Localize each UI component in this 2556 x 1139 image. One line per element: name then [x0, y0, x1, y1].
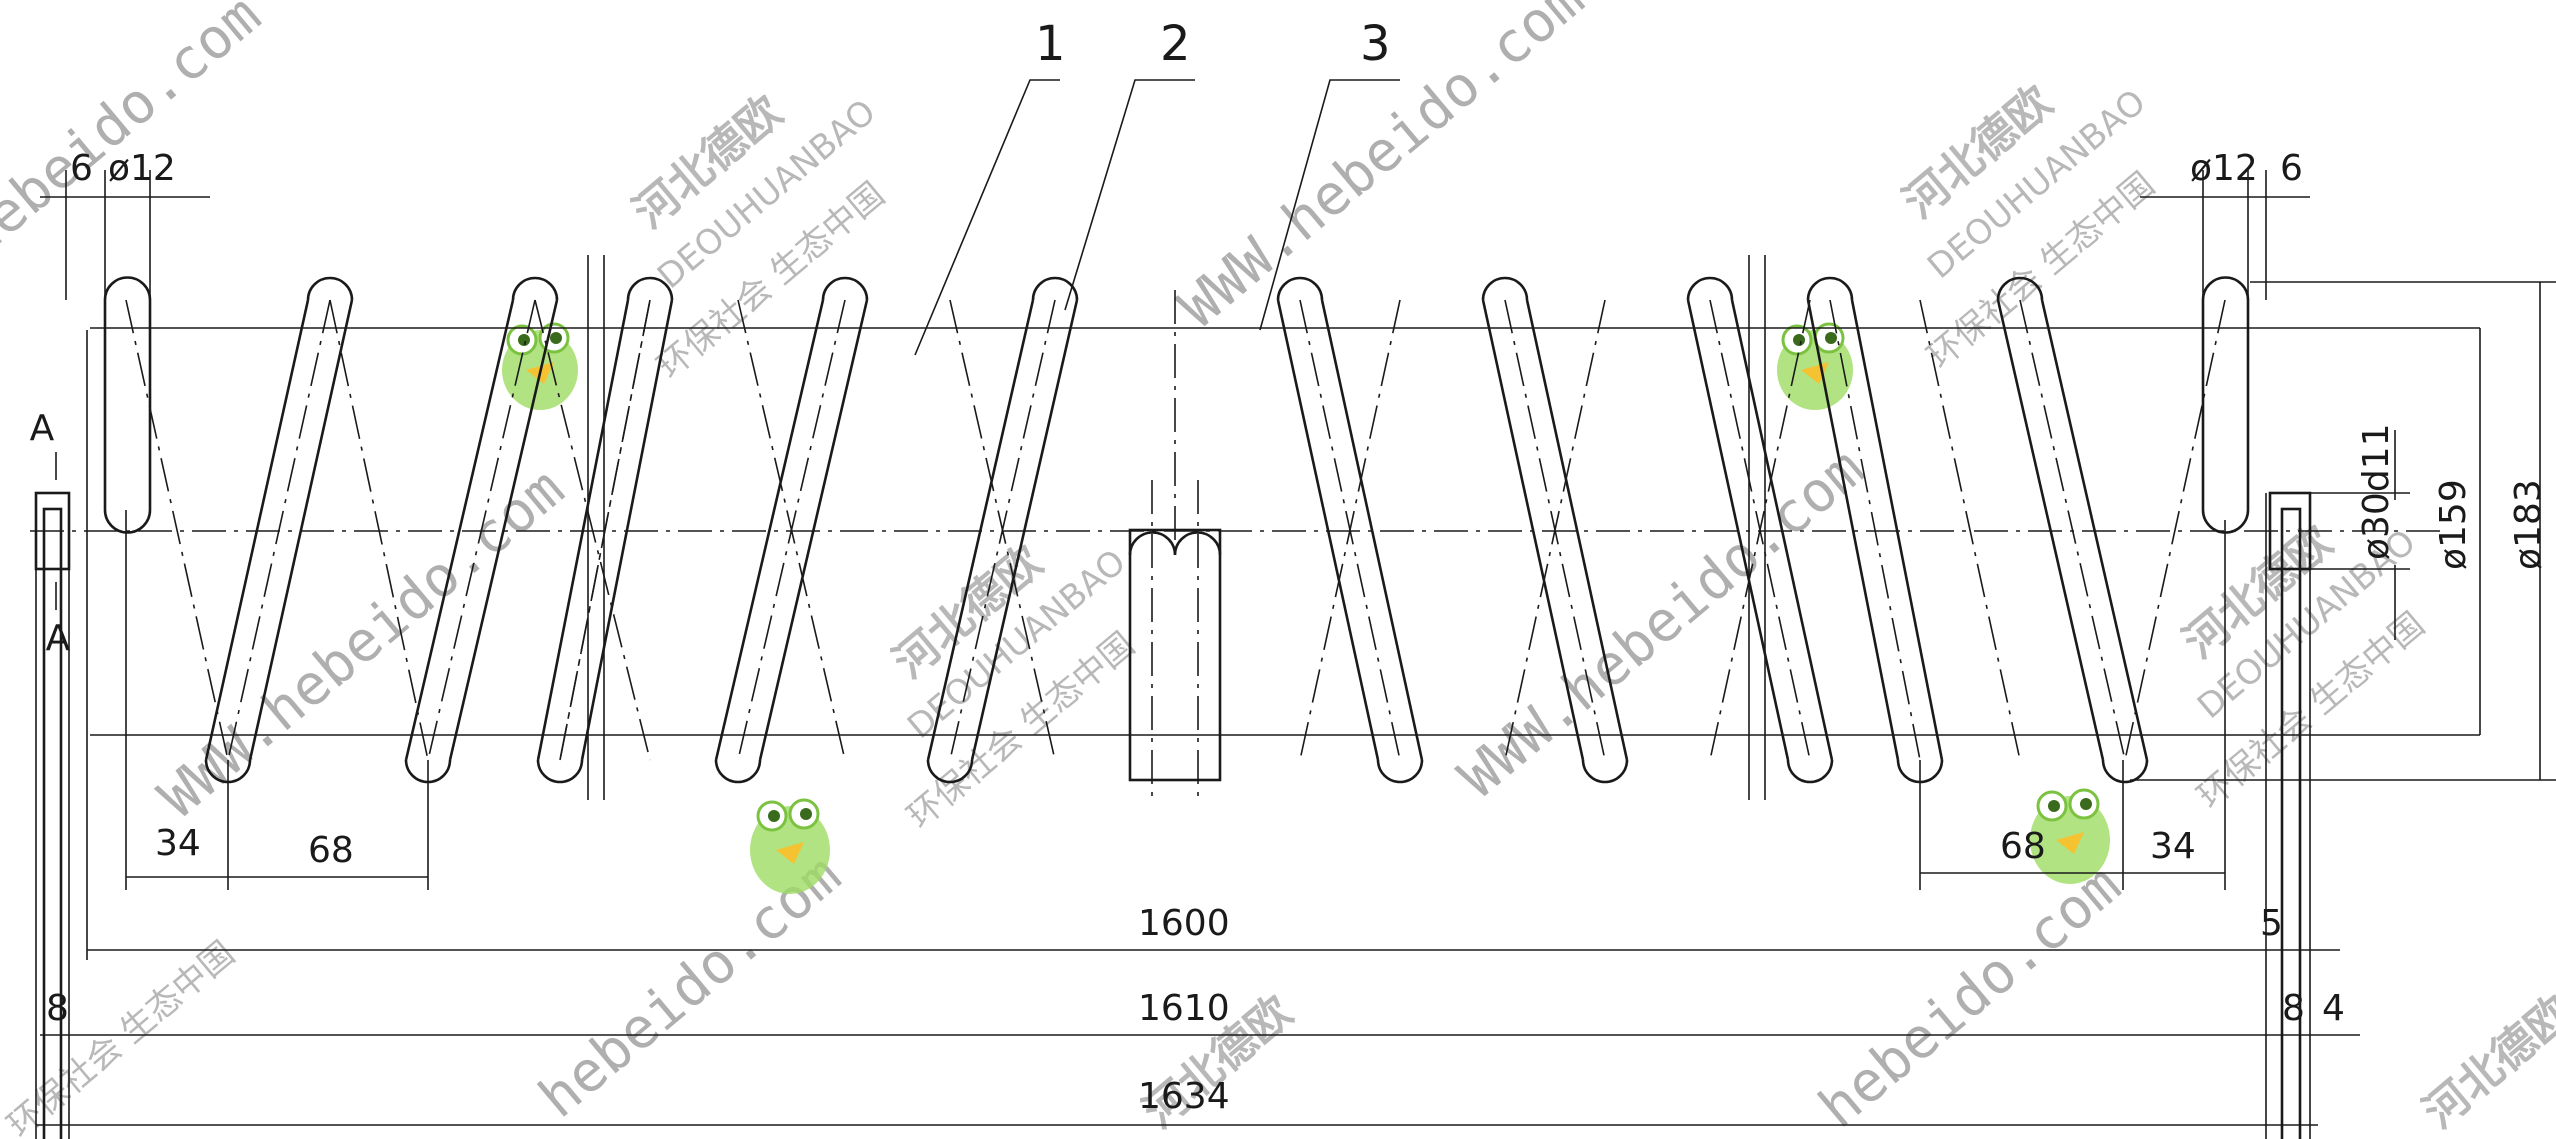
coil-stroke — [227, 299, 331, 761]
coil-stroke — [125, 299, 229, 761]
right-end-coil — [2201, 276, 2250, 534]
coil-stroke — [926, 299, 1035, 761]
coil-stroke — [1996, 299, 2105, 761]
coil-end-arc — [511, 276, 559, 301]
coil-stroke — [2019, 299, 2126, 761]
coil-end-arc — [714, 759, 762, 784]
spring-coils — [125, 276, 2226, 784]
coil-stroke — [248, 299, 354, 761]
coil-stroke — [580, 299, 674, 761]
coil-end-arc — [1786, 759, 1834, 784]
dim-outer-dia: ø183 — [2508, 479, 2549, 570]
coil-end-arc — [1481, 276, 1529, 301]
dim-pitch-end-left: 34 — [155, 823, 201, 864]
center-support-bar — [1128, 290, 1222, 800]
coil-end-arc — [536, 759, 584, 784]
watermark-url: hebeido.com — [0, 0, 273, 271]
watermark-brand: 河北德欧 — [2414, 986, 2556, 1138]
dim-wire-dia-right: ø12 — [2190, 148, 2258, 189]
coil-stroke — [1686, 299, 1790, 761]
frog-mascot-icon — [502, 322, 578, 410]
watermark-url: hebeido.com — [1807, 853, 2133, 1139]
dim-mean-dia: ø159 — [2433, 479, 2474, 570]
coil-stroke — [534, 299, 651, 761]
coil-stroke — [1709, 299, 1811, 761]
spring-outline — [30, 327, 2480, 736]
coil-end-arc — [1686, 276, 1734, 301]
coil-end-arc — [626, 276, 674, 301]
dim-free-length: 1600 — [1138, 903, 1230, 944]
coil-stroke — [204, 299, 310, 761]
left-end-coil — [103, 276, 152, 534]
frog-mascot-icon — [2030, 788, 2110, 884]
dim-wire-dia-left: ø12 — [108, 148, 176, 189]
coil-stroke — [949, 299, 1056, 761]
dim-inner-dia: ø30d11 — [2356, 424, 2397, 561]
coil-stroke — [329, 299, 429, 761]
coil-stroke — [1850, 299, 1944, 761]
coil-stroke — [404, 299, 515, 761]
dim-end-gap-right: 6 — [2280, 148, 2303, 189]
coil-stroke — [536, 299, 630, 761]
coil-end-arc — [1806, 276, 1854, 301]
coil-end-arc — [2101, 759, 2149, 784]
coil-stroke — [1829, 299, 1921, 761]
coil-stroke — [714, 299, 825, 761]
coil-end-arc — [1031, 276, 1079, 301]
coil-stroke — [1504, 299, 1606, 761]
dim-end-gap-left: 6 — [70, 148, 93, 189]
coil-stroke — [1806, 299, 1900, 761]
coil-stroke — [1919, 299, 2021, 761]
coil-end-arc — [306, 276, 354, 301]
section-marker: A A — [30, 408, 71, 659]
dim-pitch-right: 68 — [2000, 826, 2046, 867]
coil-end-arc — [1581, 759, 1629, 784]
coil-end-arc — [1376, 759, 1424, 784]
coil-stroke — [1481, 299, 1585, 761]
coil-stroke — [737, 299, 846, 761]
part-number-2: 2 — [1160, 16, 1191, 72]
section-label-bottom: A — [46, 618, 71, 659]
coil-stroke — [1320, 299, 1424, 761]
part-number-1: 1 — [1035, 16, 1066, 72]
coil-end-arc — [926, 759, 974, 784]
left-end-plate — [34, 491, 71, 1139]
coil-stroke — [448, 299, 559, 761]
coil-end-arc — [1276, 276, 1324, 301]
dim-pitch-end-right: 34 — [2150, 826, 2196, 867]
dimension-lines: 6 ø12 ø12 6 34 68 68 34 1600 5 1610 — [36, 148, 2556, 1126]
dim-plate-right: 8 — [2282, 988, 2305, 1029]
coil-end-arc — [821, 276, 869, 301]
break-lines — [587, 255, 1766, 800]
section-label-top: A — [30, 408, 55, 449]
coil-stroke — [1525, 299, 1629, 761]
dim-pitch-left: 68 — [308, 830, 354, 871]
coil-end-arc — [1996, 276, 2044, 301]
coil-stroke — [1276, 299, 1380, 761]
part-number-3: 3 — [1360, 16, 1391, 72]
coil-stroke — [1299, 299, 1401, 761]
dim-length-1610: 1610 — [1138, 988, 1230, 1029]
coil-stroke — [427, 299, 536, 761]
coil-stroke — [559, 299, 651, 761]
coil-stroke — [970, 299, 1079, 761]
part-leaders: 1 2 3 — [914, 16, 1400, 356]
coil-stroke — [2040, 299, 2149, 761]
frog-mascot-icon — [750, 798, 830, 894]
watermark-url: WWW.hebeido.com — [1447, 436, 1876, 811]
dim-plate-left: 8 — [46, 988, 69, 1029]
dim-offset-5: 5 — [2260, 903, 2283, 944]
coil-stroke — [2124, 299, 2226, 761]
coil-stroke — [758, 299, 869, 761]
dim-offset-4: 4 — [2322, 988, 2345, 1029]
dim-overall-length: 1634 — [1138, 1076, 1230, 1117]
